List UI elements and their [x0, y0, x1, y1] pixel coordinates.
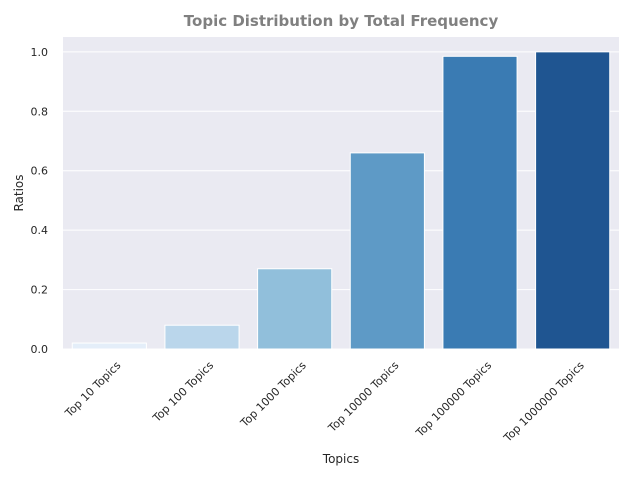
y-tick-label: 0.4	[31, 224, 49, 237]
bar	[349, 152, 425, 350]
y-tick-label: 0.0	[31, 343, 49, 356]
x-tick-label: Top 1000000 Topics	[501, 359, 587, 445]
x-tick-label: Top 10000 Topics	[325, 359, 402, 436]
x-tick-label: Top 1000 Topics	[237, 359, 309, 431]
x-tick-labels: Top 10 Topics Top 100 Topics Top 1000 Topi…	[62, 359, 587, 445]
bar	[71, 342, 147, 350]
bars	[71, 51, 611, 350]
bar	[164, 324, 240, 350]
x-tick-label: Top 100 Topics	[150, 359, 217, 426]
bar	[442, 55, 518, 350]
gridlines	[63, 51, 619, 350]
x-tick-label: Top 100000 Topics	[413, 359, 494, 440]
x-tick-label: Top 10 Topics	[62, 359, 124, 421]
y-tick-labels: 0.0 0.2 0.4 0.6 0.8 1.0	[31, 46, 49, 356]
bar	[257, 268, 333, 350]
chart-title: Topic Distribution by Total Frequency	[184, 12, 499, 30]
y-tick-label: 0.2	[31, 284, 49, 297]
x-axis-label: Topics	[322, 452, 359, 466]
y-tick-label: 0.8	[31, 105, 49, 118]
y-axis-label: Ratios	[12, 174, 26, 211]
bar	[535, 51, 611, 350]
y-tick-label: 0.6	[31, 165, 49, 178]
plot-area	[63, 37, 619, 349]
y-tick-label: 1.0	[31, 46, 49, 59]
